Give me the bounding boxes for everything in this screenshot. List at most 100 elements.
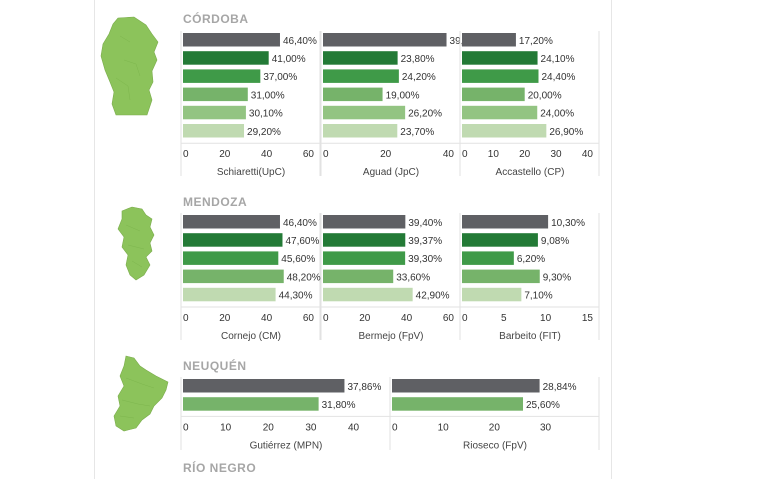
bar [183, 215, 280, 229]
bar [462, 124, 547, 138]
x-tick-label: 40 [261, 149, 273, 160]
chart-accastello: 17,20% 24,10% 24,40% 20,00% 24,00% 26,90% 0 10 2… [459, 31, 600, 178]
x-tick-label: 40 [443, 149, 455, 160]
bar-value-label: 41,00% [272, 54, 306, 65]
bar [183, 51, 269, 65]
section-title-neuquen: NEUQUÉN [183, 359, 247, 373]
bar-value-label: 29,20% [247, 127, 281, 138]
bar-value-label: 30,10% [249, 109, 283, 120]
chart-aguad: 39,40%23,80%24,20%19,00%26,20%23,70%0204… [320, 31, 484, 178]
bar [323, 251, 406, 265]
x-tick-label: 10 [220, 422, 232, 433]
bar [462, 287, 522, 302]
x-tick-label: 60 [443, 313, 455, 324]
x-tick-label: 0 [183, 422, 189, 433]
bar-value-label: 17,20% [519, 36, 553, 47]
bar-value-label: 31,80% [322, 400, 356, 411]
bar [323, 87, 383, 102]
x-tick-label: 40 [401, 313, 413, 324]
cordoba-province-map [100, 16, 159, 116]
x-tick-label: 40 [261, 313, 273, 324]
candidate-axis-label: Bermejo (FpV) [358, 331, 423, 342]
right-border [611, 0, 612, 479]
x-tick-label: 15 [582, 313, 594, 324]
bar [323, 287, 413, 302]
bar-value-label: 46,40% [283, 218, 317, 229]
bar [183, 105, 246, 120]
bar-value-label: 28,84% [543, 382, 577, 393]
candidate-axis-label: Cornejo (CM) [221, 331, 281, 342]
bar [183, 397, 319, 411]
bar [462, 105, 538, 120]
x-tick-label: 40 [348, 422, 360, 433]
x-tick-label: 0 [323, 313, 329, 324]
bar [183, 87, 248, 102]
left-border [94, 0, 95, 479]
x-tick-label: 10 [540, 313, 552, 324]
bar-value-label: 44,30% [279, 291, 313, 302]
bar [323, 124, 398, 138]
x-tick-label: 40 [582, 149, 594, 160]
chart-bermejo: 39,40% 39,37% 39,30% 33,60% 42,90% 0 20 40 60 Ber… [320, 213, 461, 342]
panel-frame [389, 377, 600, 450]
x-tick-label: 20 [359, 313, 371, 324]
x-tick-label: 0 [323, 149, 329, 160]
bar [462, 233, 538, 247]
bar-value-label: 9,30% [543, 272, 571, 283]
bar [462, 87, 525, 102]
bar-value-label: 31,00% [251, 90, 285, 101]
panel-frame [459, 213, 600, 340]
bar-value-label: 26,90% [549, 127, 583, 138]
bar [462, 51, 538, 65]
bar [323, 269, 394, 284]
bar [462, 69, 539, 83]
bar [183, 33, 280, 47]
x-tick-label: 0 [462, 313, 468, 324]
chart-gutierrez: 37,86% 31,80% 0 10 20 30 40 Gutiérrez (MPN) [180, 377, 391, 451]
candidate-axis-label: Aguad (JpC) [363, 167, 419, 178]
bar-value-label: 33,60% [396, 272, 430, 283]
x-tick-label: 30 [305, 422, 317, 433]
x-tick-label: 20 [263, 422, 275, 433]
panel-frame [180, 213, 321, 340]
bar-value-label: 9,08% [541, 236, 569, 247]
bar-value-label: 23,80% [401, 54, 435, 65]
x-tick-label: 0 [183, 313, 189, 324]
bar [323, 69, 399, 83]
x-tick-label: 10 [488, 149, 500, 160]
chart-barbeito: 10,30% 9,08% 6,20% 9,30% 7,10% 0 5 10 15 Barbeito… [459, 213, 600, 342]
chart-cornejo: 46,40% 47,60% 45,60% 48,20% 44,30% 0 20 40 60 Cor… [180, 213, 321, 342]
mendoza-province-map [117, 206, 155, 281]
candidate-axis-label: Rioseco (FpV) [463, 440, 527, 451]
panel-frame [180, 31, 321, 176]
bar-value-label: 45,60% [281, 254, 315, 265]
candidate-axis-label: Accastello (CP) [496, 167, 565, 178]
bar-value-label: 42,90% [416, 291, 450, 302]
bar-value-label: 26,20% [408, 109, 442, 120]
x-tick-label: 60 [303, 149, 315, 160]
x-tick-label: 20 [219, 313, 231, 324]
neuquen-province-map [113, 355, 169, 432]
bar-value-label: 24,20% [402, 72, 436, 83]
candidate-axis-label: Gutiérrez (MPN) [250, 440, 323, 451]
bar [462, 251, 514, 265]
bar-value-label: 7,10% [524, 291, 552, 302]
x-tick-label: 30 [550, 149, 562, 160]
bar [183, 251, 279, 265]
x-tick-label: 5 [501, 313, 507, 324]
chart-rioseco: 28,84% 25,60% 0 10 20 30 Rioseco (FpV) [389, 377, 600, 451]
x-tick-label: 20 [219, 149, 231, 160]
bar-value-label: 24,10% [541, 54, 575, 65]
section-title-rio-negro: RÍO NEGRO [183, 461, 257, 475]
bar [323, 215, 406, 229]
candidate-axis-label: Barbeito (FIT) [499, 331, 561, 342]
bar-value-label: 47,60% [285, 236, 319, 247]
bar-value-label: 39,30% [408, 254, 442, 265]
bar [392, 379, 540, 393]
bar-value-label: 24,00% [540, 109, 574, 120]
x-tick-label: 60 [303, 313, 315, 324]
bar [323, 33, 447, 47]
bar [462, 215, 549, 229]
bar-value-label: 19,00% [386, 90, 420, 101]
x-tick-label: 20 [519, 149, 531, 160]
